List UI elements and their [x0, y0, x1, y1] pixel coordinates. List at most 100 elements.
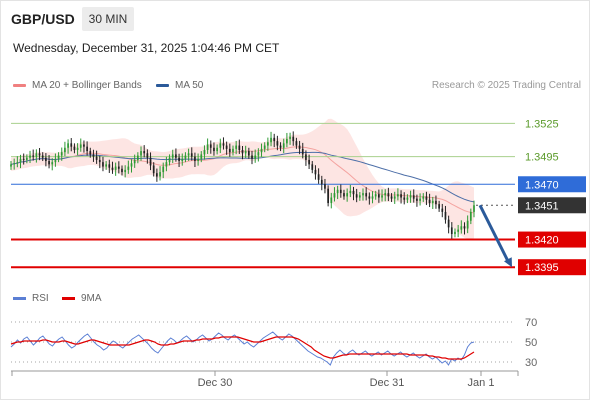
candle-body [108, 164, 111, 168]
candle-body [54, 158, 57, 163]
chart-header: GBP/USD 30 MIN [0, 0, 590, 38]
candle-body [327, 188, 329, 204]
candle-body [397, 194, 399, 197]
last-price-label-box [518, 197, 586, 214]
candle-body [219, 143, 222, 148]
rsi-label: RSI [32, 293, 49, 304]
instrument-title: GBP/USD [11, 11, 75, 27]
candle-body [25, 157, 28, 160]
candle-body [289, 136, 291, 139]
candle-body [447, 219, 450, 228]
support-label: 1.3420 [525, 235, 559, 247]
candle-body [324, 184, 326, 189]
candle-body [263, 145, 266, 149]
legend-ma50: MA 50 [156, 80, 203, 91]
bollinger-label: MA 20 + Bollinger Bands [32, 80, 142, 91]
candle-body [384, 193, 387, 196]
candle-body [416, 198, 418, 201]
legend-9ma: 9MA [62, 293, 102, 304]
candle-body [232, 148, 234, 153]
candle-body [381, 195, 383, 198]
candle-body [355, 194, 358, 198]
candle-body [73, 146, 76, 150]
candle-body [29, 155, 31, 158]
candle-body [206, 144, 209, 150]
legend-bollinger: MA 20 + Bollinger Bands [13, 80, 142, 91]
candle-body [419, 198, 421, 201]
candle-body [371, 196, 374, 199]
candle-body [469, 211, 472, 221]
candle-body [241, 149, 244, 154]
candle-body [76, 147, 79, 150]
candle-body [254, 155, 257, 159]
candle-body [67, 143, 69, 148]
candle-body [390, 196, 393, 199]
candle-body [317, 174, 320, 180]
rsi-ma-line [10, 336, 475, 360]
candle-body [247, 151, 250, 156]
candle-body [143, 151, 146, 154]
candle-body [203, 149, 206, 155]
candle-body [10, 164, 12, 167]
candle-body [114, 166, 117, 170]
candle-body [102, 162, 104, 167]
rsi-tick-label: 30 [525, 357, 537, 369]
candle-body [168, 157, 171, 163]
candle-body [95, 156, 98, 160]
timeframe-badge[interactable]: 30 MIN [82, 7, 134, 31]
x-tick-label: Dec 31 [370, 377, 405, 389]
candle-body [92, 154, 95, 157]
candle-body [273, 137, 276, 142]
candle-body [463, 226, 466, 229]
candle-body [352, 190, 355, 195]
candle-body [298, 145, 301, 149]
candle-body [412, 195, 415, 199]
candle-body [225, 145, 228, 149]
candle-body [187, 153, 190, 156]
candle-body [238, 145, 241, 150]
candle-body [105, 164, 108, 167]
candle-body [428, 199, 431, 204]
candle-body [365, 193, 368, 197]
rsi-ma-label: 9MA [81, 293, 102, 304]
credit-text: Research © 2025 Trading Central [431, 80, 581, 91]
candle-body [64, 147, 66, 153]
candle-body [140, 151, 142, 156]
resistance-label: 1.3495 [525, 152, 559, 164]
candle-body [133, 159, 136, 164]
candle-body [457, 229, 460, 232]
candle-body [178, 157, 180, 162]
candle-body [460, 226, 463, 230]
candle-body [190, 153, 193, 157]
candle-body [156, 173, 158, 177]
candle-body [32, 155, 35, 157]
x-tick-label: Jan 1 [468, 377, 495, 389]
candle-body [222, 143, 225, 146]
candle-body [175, 154, 177, 158]
candle-body [282, 143, 285, 148]
candle-body [165, 162, 168, 167]
candle-body [301, 148, 304, 155]
candle-body [349, 190, 352, 194]
candle-body [387, 193, 390, 197]
rsi-ma-swatch [62, 296, 75, 300]
candle-body [295, 141, 298, 146]
candle-body [308, 159, 310, 165]
candle-body [48, 161, 50, 165]
candle-body [311, 164, 314, 170]
ma50-label: MA 50 [175, 80, 204, 91]
candle-body [276, 141, 279, 146]
candle-body [358, 195, 361, 198]
candle-body [171, 154, 174, 158]
candle-body [260, 148, 263, 153]
ma50-swatch [156, 83, 169, 87]
candle-body [117, 166, 120, 169]
candle-body [377, 194, 380, 198]
candle-body [336, 189, 339, 194]
support-label-box [518, 259, 586, 276]
candle-body [197, 158, 199, 162]
candle-body [124, 169, 127, 173]
projection-arrow-line [478, 204, 510, 262]
candle-body [251, 155, 253, 159]
